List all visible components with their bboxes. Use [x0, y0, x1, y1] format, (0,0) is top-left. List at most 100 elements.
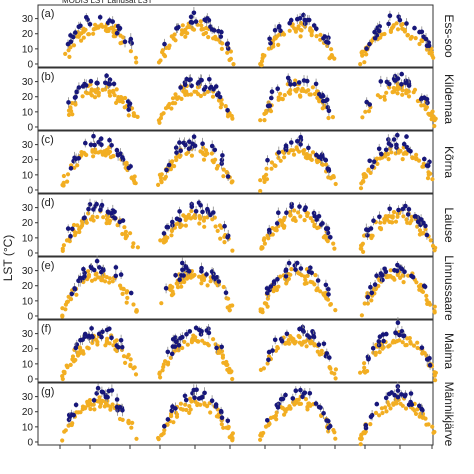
modis-point [302, 218, 307, 223]
modis-point [388, 214, 393, 219]
landsat-point [276, 25, 282, 30]
modis-point [66, 112, 72, 117]
landsat-point [395, 388, 401, 393]
modis-point [432, 310, 437, 315]
modis-point [305, 407, 310, 412]
modis-point [169, 106, 174, 111]
landsat-point [169, 351, 175, 357]
landsat-point [177, 209, 182, 214]
modis-point [174, 412, 180, 417]
modis-point [384, 409, 389, 414]
modis-point [303, 397, 308, 402]
modis-point [161, 52, 166, 57]
modis-point [130, 244, 135, 249]
modis-point [328, 302, 333, 307]
modis-point [166, 105, 171, 110]
landsat-point [73, 402, 79, 408]
modis-point [375, 161, 380, 166]
modis-point [91, 402, 96, 407]
modis-point [194, 89, 199, 94]
modis-point [92, 88, 97, 93]
landsat-point [264, 286, 270, 291]
modis-point [296, 24, 301, 29]
modis-point [130, 420, 135, 425]
modis-point [384, 90, 389, 95]
modis-point [308, 26, 313, 31]
landsat-point [164, 224, 170, 230]
modis-point [202, 401, 207, 406]
modis-point [86, 32, 91, 37]
landsat-point [272, 337, 278, 343]
landsat-point [380, 332, 386, 337]
modis-point [161, 364, 166, 370]
modis-point [298, 94, 303, 99]
landsat-point [98, 136, 104, 141]
panel-label: (f) [41, 323, 51, 335]
modis-point [101, 215, 106, 220]
modis-point [203, 148, 209, 153]
modis-point [103, 399, 108, 404]
modis-point [187, 404, 192, 409]
modis-point [427, 300, 432, 305]
modis-point [230, 248, 235, 253]
landsat-point [178, 148, 183, 153]
modis-point [310, 85, 315, 90]
modis-point [174, 222, 179, 227]
modis-point [182, 279, 187, 285]
landsat-point [109, 335, 114, 341]
landsat-point [364, 99, 370, 105]
landsat-point [283, 392, 288, 398]
modis-point [386, 157, 391, 162]
y-tick-label: 10 [22, 296, 34, 307]
landsat-point [368, 414, 374, 420]
modis-point [95, 214, 100, 220]
modis-point [380, 410, 385, 416]
modis-point [222, 240, 227, 245]
modis-point [96, 275, 101, 280]
modis-point [417, 228, 423, 233]
modis-point [117, 99, 122, 104]
landsat-point [183, 397, 189, 403]
modis-point [135, 245, 140, 250]
modis-point [199, 27, 204, 32]
modis-point [283, 341, 288, 346]
modis-point [392, 89, 397, 94]
landsat-point [181, 273, 186, 278]
modis-point [400, 157, 405, 162]
modis-point [377, 413, 382, 418]
landsat-point [177, 277, 182, 283]
modis-point [209, 151, 214, 156]
landsat-point [316, 214, 322, 219]
landsat-point [294, 260, 300, 266]
landsat-point [295, 139, 300, 144]
landsat-point [219, 157, 225, 163]
modis-point [264, 177, 270, 182]
modis-point [178, 401, 183, 406]
modis-point [163, 45, 169, 51]
landsat-point [305, 333, 310, 338]
landsat-point [406, 83, 412, 88]
landsat-point [381, 338, 386, 344]
modis-point [70, 101, 75, 106]
modis-point [278, 274, 283, 279]
y-tick-label: 0 [27, 185, 33, 196]
landsat-point [118, 338, 124, 343]
modis-point [205, 89, 210, 94]
modis-point [217, 223, 222, 228]
modis-point [273, 163, 278, 168]
landsat-point [425, 100, 430, 105]
landsat-point [193, 19, 199, 24]
modis-point [171, 420, 176, 425]
landsat-point [81, 266, 86, 272]
modis-point [187, 410, 192, 415]
landsat-point [393, 330, 398, 336]
modis-point [159, 433, 164, 438]
landsat-point [302, 207, 308, 213]
landsat-point [109, 143, 114, 148]
modis-point [433, 370, 438, 375]
modis-point [292, 26, 297, 31]
panel-label: (d) [41, 197, 54, 209]
y-tick-label: 0 [27, 437, 33, 448]
modis-point [321, 235, 326, 240]
landsat-point [424, 163, 430, 168]
